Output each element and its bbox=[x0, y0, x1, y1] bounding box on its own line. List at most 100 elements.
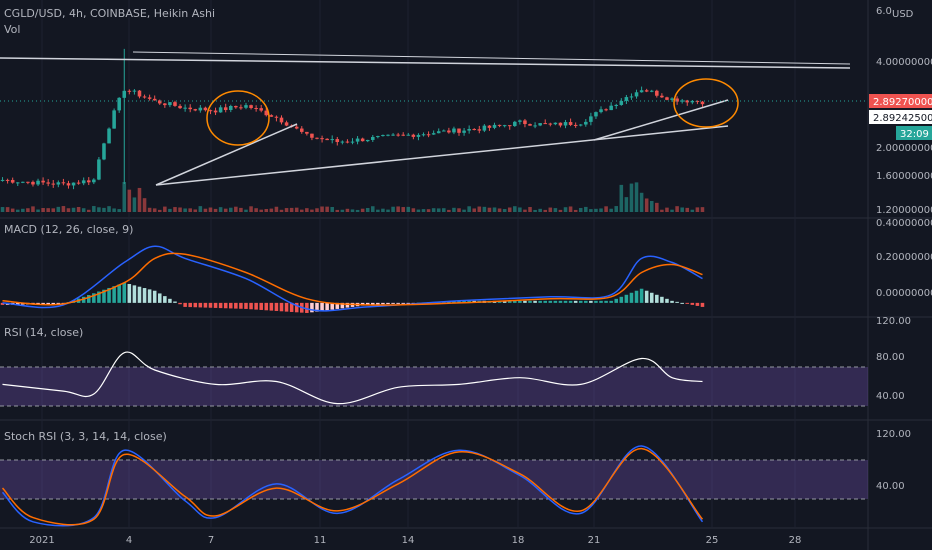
volume-bar bbox=[61, 206, 66, 212]
candle-body bbox=[365, 139, 370, 142]
candle-body bbox=[543, 123, 548, 125]
last-price-tag: 2.89270000 bbox=[869, 94, 932, 108]
candle-body bbox=[66, 183, 71, 186]
candle-body bbox=[152, 98, 157, 101]
candle-body bbox=[360, 138, 365, 142]
macd-hist-bar bbox=[533, 300, 537, 303]
candle-body bbox=[147, 97, 152, 99]
candle-body bbox=[107, 128, 111, 144]
macd-hist-bar bbox=[457, 300, 461, 303]
volume-bar bbox=[310, 209, 314, 212]
x-tick-label: 18 bbox=[512, 535, 525, 546]
candle-body bbox=[31, 181, 35, 185]
volume-bar bbox=[477, 206, 482, 212]
candle-body bbox=[386, 134, 390, 136]
price-tick-6: 6.0 bbox=[876, 6, 892, 17]
volume-bar bbox=[289, 207, 294, 212]
x-tick-label: 25 bbox=[706, 535, 719, 546]
candle-body bbox=[15, 182, 20, 184]
volume-bar bbox=[360, 208, 365, 212]
candle-body bbox=[117, 97, 121, 111]
volume-bar bbox=[563, 207, 568, 212]
volume-bar bbox=[690, 209, 695, 212]
price-tick-1-6: 1.60000000 bbox=[876, 171, 932, 182]
macd-hist-bar bbox=[234, 302, 238, 309]
macd-hist-bar bbox=[690, 302, 695, 305]
volume-bar bbox=[132, 197, 137, 212]
volume-bar bbox=[274, 206, 279, 212]
volume-bar bbox=[355, 209, 360, 212]
macd-hist-bar bbox=[97, 291, 101, 303]
rsi-tick-80: 80.00 bbox=[876, 352, 905, 363]
candle-body bbox=[457, 128, 461, 133]
volume-bar bbox=[315, 208, 319, 212]
trendline-top-2 bbox=[132, 51, 851, 65]
macd-hist-bar bbox=[558, 300, 563, 303]
macd-hist-bar bbox=[401, 302, 405, 304]
macd-hist-bar bbox=[381, 302, 385, 305]
macd-hist-bar bbox=[188, 302, 192, 308]
macd-hist-bar bbox=[452, 301, 456, 303]
trendlines[interactable] bbox=[0, 51, 851, 186]
volume-bar bbox=[208, 207, 213, 212]
candle-body bbox=[254, 108, 258, 110]
stoch-tick-120: 120.00 bbox=[876, 429, 911, 440]
candle-body bbox=[629, 96, 634, 98]
macd-hist-bar bbox=[670, 300, 674, 303]
candle-body bbox=[634, 92, 639, 97]
candle-body bbox=[401, 134, 405, 136]
macd-hist-bar bbox=[391, 302, 395, 304]
macd-hist-bar bbox=[639, 288, 644, 303]
macd-hist-bar bbox=[56, 302, 61, 304]
macd-hist-bar bbox=[193, 302, 198, 308]
candle-body bbox=[234, 106, 238, 108]
macd-hist-bar bbox=[254, 302, 258, 310]
volume-bar bbox=[15, 209, 20, 212]
candle-body bbox=[619, 100, 624, 105]
volume-bar bbox=[76, 206, 81, 212]
macd-hist-bar bbox=[548, 300, 553, 303]
macd-hist-bar bbox=[269, 302, 274, 311]
volume-bar bbox=[644, 198, 649, 212]
volume-bar bbox=[10, 208, 15, 212]
macd-hist-bar bbox=[274, 302, 279, 311]
volume-bar bbox=[0, 207, 5, 212]
volume-bar bbox=[457, 208, 461, 212]
macd-hist-bar bbox=[173, 301, 177, 303]
vol-label: Vol bbox=[4, 23, 20, 36]
volume-bar bbox=[558, 209, 563, 212]
candle-body bbox=[614, 104, 619, 106]
price-tick-2: 2.00000000 bbox=[876, 143, 932, 154]
candle-body bbox=[568, 122, 573, 125]
macd-hist-bar bbox=[127, 284, 132, 303]
candle-body bbox=[193, 109, 198, 111]
volume-bar bbox=[421, 209, 426, 212]
volume-bar bbox=[259, 209, 263, 212]
rsi-line bbox=[2, 351, 703, 405]
volume-bar bbox=[695, 207, 700, 212]
macd-hist-bar bbox=[568, 300, 573, 303]
volume-bar bbox=[386, 209, 390, 212]
volume-bar bbox=[92, 206, 96, 212]
candle-body bbox=[228, 106, 233, 110]
candle-body bbox=[5, 179, 10, 181]
volume-bar bbox=[604, 206, 608, 212]
volume-bar bbox=[548, 207, 553, 212]
candle-body bbox=[142, 96, 147, 98]
rsi-band bbox=[0, 367, 868, 406]
candle-body bbox=[391, 134, 395, 136]
vertical-gridlines bbox=[41, 0, 796, 528]
volume-bar bbox=[294, 207, 299, 212]
volume-bar bbox=[371, 206, 375, 212]
candle-body bbox=[132, 90, 137, 92]
macd-hist-bar bbox=[279, 302, 284, 312]
svg-text:2.89242500: 2.89242500 bbox=[873, 113, 932, 124]
candle-body bbox=[538, 123, 542, 126]
macd-hist-bar bbox=[578, 300, 583, 303]
candle-body bbox=[599, 109, 603, 113]
candle-body bbox=[320, 138, 324, 140]
volume-bar bbox=[350, 209, 355, 212]
candle-body bbox=[36, 180, 40, 185]
